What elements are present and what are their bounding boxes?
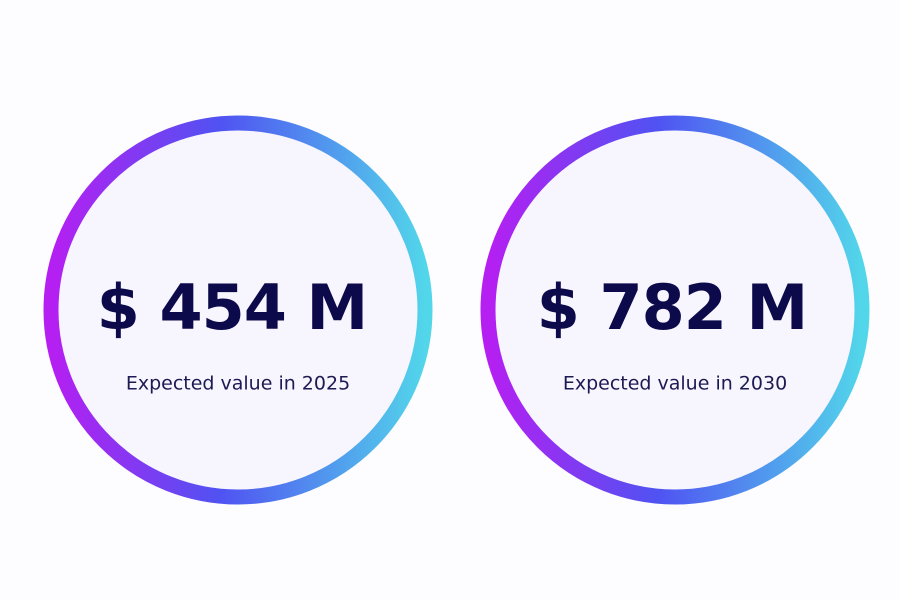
stat-value: $ 454 M bbox=[97, 271, 367, 344]
stat-card: $ 454 M Expected value in 2025 bbox=[43, 115, 433, 505]
stat-caption: Expected value in 2030 bbox=[563, 373, 787, 395]
card-ring bbox=[480, 115, 870, 505]
card-ring bbox=[43, 115, 433, 505]
stat-value: $ 782 M bbox=[537, 271, 807, 344]
stat-card: $ 782 M Expected value in 2030 bbox=[480, 115, 870, 505]
stat-caption: Expected value in 2025 bbox=[126, 373, 350, 395]
